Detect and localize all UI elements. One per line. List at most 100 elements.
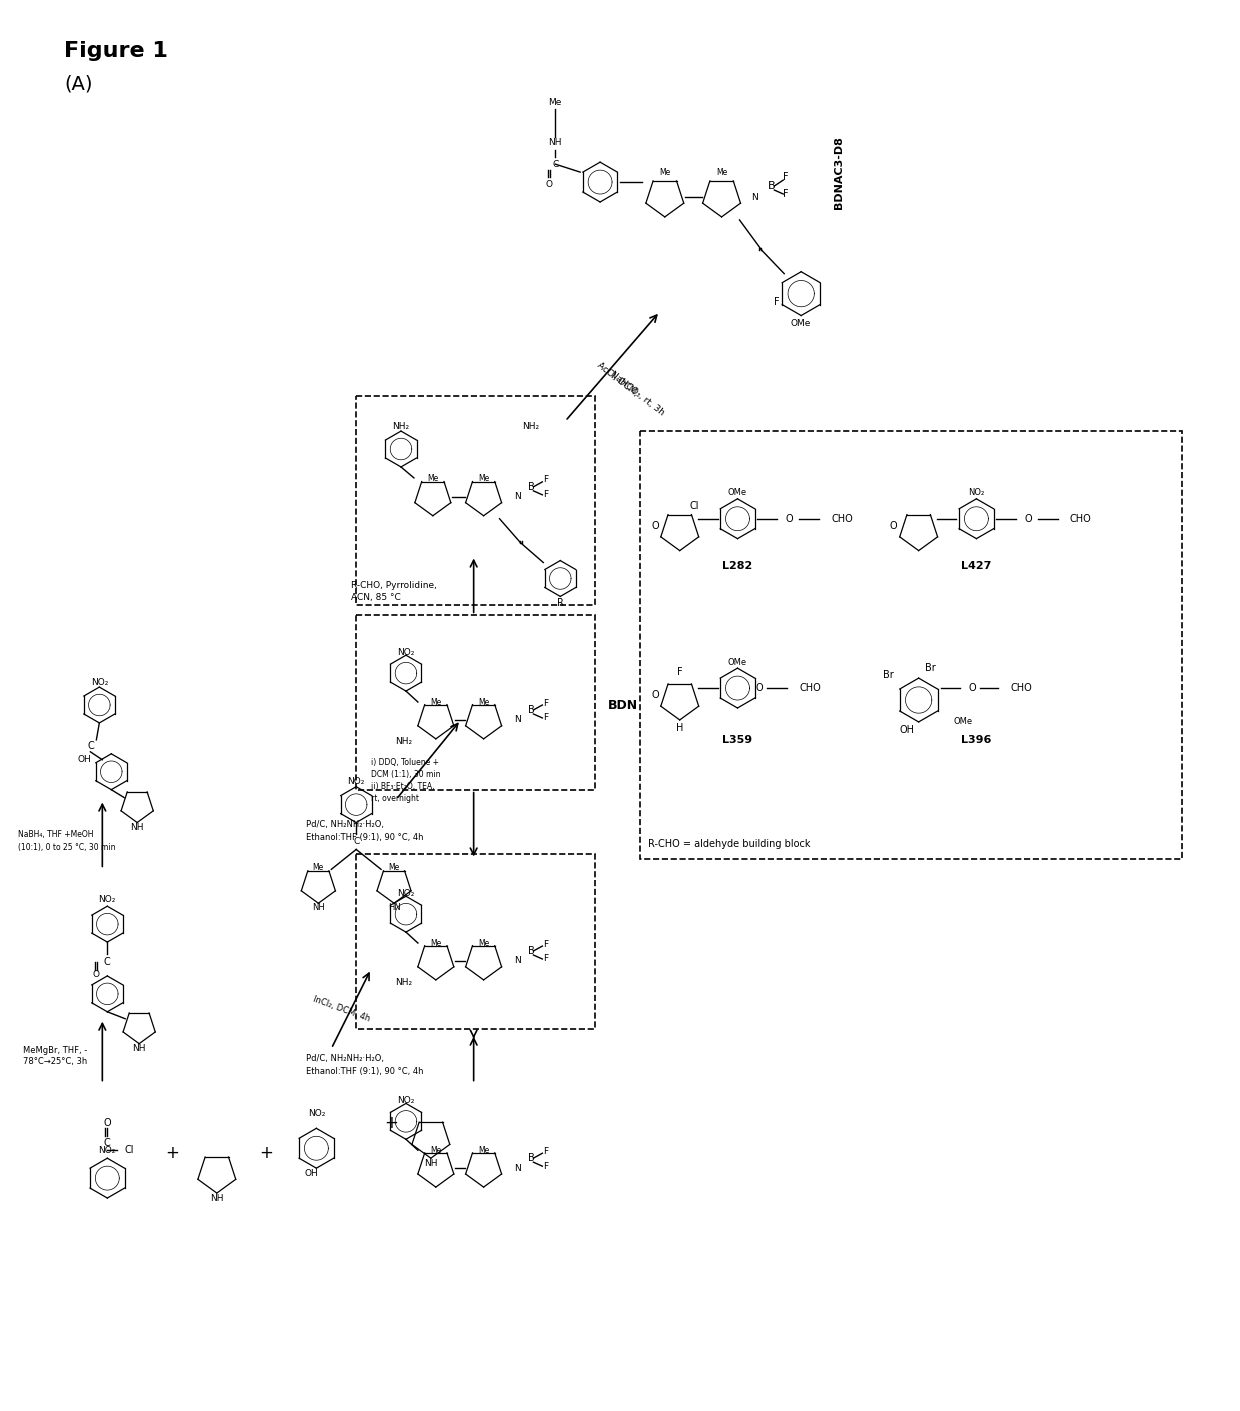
Text: ACN, 85 °C: ACN, 85 °C [351,593,401,602]
Text: C: C [104,957,110,967]
Text: 78°C→25°C, 3h: 78°C→25°C, 3h [22,1057,87,1067]
Text: NO₂: NO₂ [968,488,985,497]
Text: NaBH₄, THF +MeOH: NaBH₄, THF +MeOH [17,830,93,840]
Text: C: C [353,837,360,847]
Text: Cl: Cl [124,1146,134,1156]
Text: F: F [784,189,789,199]
Text: Br: Br [925,663,936,673]
Text: CHO: CHO [800,683,821,693]
Bar [356,396,595,605]
Text: Pd/C, NH₂NH₂·H₂O,: Pd/C, NH₂NH₂·H₂O, [306,1054,384,1062]
Text: ii) BF₃·Et₂O, TEA,: ii) BF₃·Et₂O, TEA, [371,782,435,792]
Text: NO₂: NO₂ [99,895,117,903]
Text: OMe: OMe [791,319,811,327]
Text: F: F [543,698,548,707]
Text: F: F [543,714,548,722]
Text: (10:1), 0 to 25 °C, 30 min: (10:1), 0 to 25 °C, 30 min [17,842,115,852]
Text: Me: Me [715,168,727,176]
Text: H: H [676,722,683,732]
Text: B: B [528,706,534,715]
Text: NO₂: NO₂ [397,648,414,656]
Text: F: F [543,940,548,948]
Text: NH: NH [424,1158,438,1168]
Text: F: F [543,1161,548,1171]
Text: AcCl, DCM,: AcCl, DCM, [595,361,640,398]
Text: OMe: OMe [728,488,746,497]
Text: NaHCO₃, rt, 3h: NaHCO₃, rt, 3h [608,370,666,418]
Text: rt, overnight: rt, overnight [371,794,419,803]
Text: OMe: OMe [728,658,746,666]
Text: OH: OH [78,755,92,765]
Text: F: F [784,172,789,182]
Text: Me: Me [477,474,490,484]
Text: R-CHO, Pyrrolidine,: R-CHO, Pyrrolidine, [351,581,436,590]
Text: N: N [515,957,521,965]
Text: CHO: CHO [831,514,853,523]
Text: F: F [543,476,548,484]
Text: (A): (A) [64,75,93,93]
Text: L427: L427 [961,560,992,570]
Text: B: B [528,1153,534,1163]
Text: O: O [651,690,658,700]
Text: NO₂: NO₂ [91,677,108,687]
Text: Ethanol:THF (9:1), 90 °C, 4h: Ethanol:THF (9:1), 90 °C, 4h [306,832,424,842]
Text: DCM (1:1), 30 min: DCM (1:1), 30 min [371,770,440,779]
Text: O: O [785,514,794,523]
Text: NH: NH [130,823,144,832]
Text: NO₂: NO₂ [397,1096,414,1105]
Text: L359: L359 [723,735,753,745]
Text: NH: NH [133,1044,146,1053]
Text: OH: OH [899,725,914,735]
Text: O: O [968,683,976,693]
Text: HN: HN [388,903,401,912]
Text: N: N [515,715,521,724]
Text: NH: NH [548,138,562,147]
Text: L282: L282 [723,560,753,570]
Bar [640,432,1183,859]
Text: +: + [259,1144,274,1163]
Text: L396: L396 [961,735,992,745]
Text: +: + [384,1115,398,1133]
Text: N: N [515,1164,521,1173]
Text: B: B [528,483,534,492]
Text: NH₂: NH₂ [392,422,409,430]
Text: NO₂: NO₂ [397,889,414,897]
Text: InCl₂, DCM, 4h: InCl₂, DCM, 4h [311,995,371,1023]
Text: NH₂: NH₂ [396,738,413,746]
Text: F: F [543,1147,548,1156]
Text: +: + [165,1144,179,1163]
Text: Me: Me [548,97,562,107]
Text: NH₂: NH₂ [396,978,413,988]
Text: Pd/C, NH₂NH₂·H₂O,: Pd/C, NH₂NH₂·H₂O, [306,820,384,830]
Text: C: C [552,159,558,169]
Bar [356,855,595,1029]
Text: Me: Me [428,474,439,484]
Text: NO₂: NO₂ [308,1109,325,1118]
Text: i) DDQ, Toluene +: i) DDQ, Toluene + [371,758,439,768]
Text: BDNAC3-D8: BDNAC3-D8 [835,135,844,209]
Bar [356,615,595,790]
Text: O: O [890,521,898,531]
Text: C: C [104,1139,110,1149]
Text: O: O [546,179,553,189]
Text: CHO: CHO [1070,514,1091,523]
Text: NO₂: NO₂ [99,1146,117,1154]
Text: MeMgBr, THF, -: MeMgBr, THF, - [22,1046,87,1055]
Text: Me: Me [388,864,399,872]
Text: Me: Me [430,1146,441,1154]
Text: NH: NH [312,903,325,912]
Text: Me: Me [477,938,490,948]
Text: F: F [543,491,548,499]
Text: CHO: CHO [1011,683,1032,693]
Text: N: N [515,492,521,501]
Text: R: R [557,598,564,608]
Text: Ethanol:THF (9:1), 90 °C, 4h: Ethanol:THF (9:1), 90 °C, 4h [306,1067,424,1077]
Text: O: O [93,971,100,979]
Text: Me: Me [430,938,441,948]
Text: Me: Me [477,697,490,707]
Text: Br: Br [883,670,894,680]
Text: C: C [87,741,94,751]
Text: Me: Me [312,864,324,872]
Text: Figure 1: Figure 1 [64,41,169,61]
Text: B: B [768,181,775,190]
